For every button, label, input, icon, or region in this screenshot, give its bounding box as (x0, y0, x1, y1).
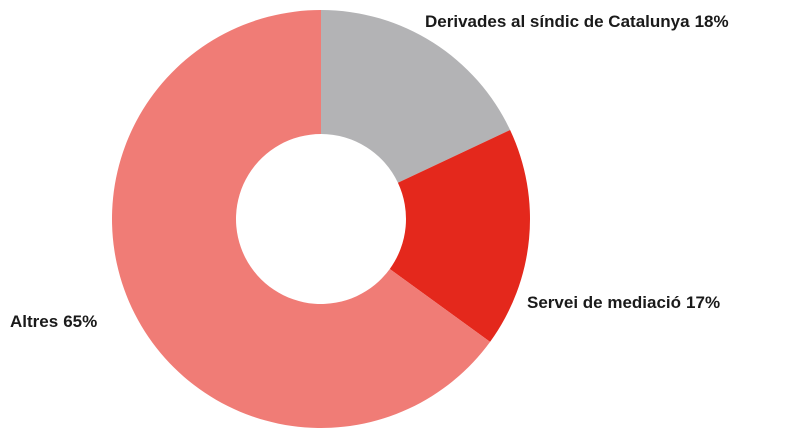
slice (389, 130, 530, 342)
category-name: Altres (10, 312, 58, 331)
slice-label: Servei de mediació 17% (527, 293, 720, 312)
slice-label: Derivades al síndic de Catalunya 18% (425, 12, 729, 31)
slice (321, 10, 511, 183)
value-label: 65% (63, 312, 97, 331)
category-name: Derivades al síndic de Catalunya (425, 12, 690, 31)
value-label: 17% (686, 293, 720, 312)
slice-label: Altres 65% (10, 312, 97, 331)
category-name: Servei de mediació (527, 293, 681, 312)
slice (111, 10, 491, 428)
value-label: 18% (695, 12, 729, 31)
